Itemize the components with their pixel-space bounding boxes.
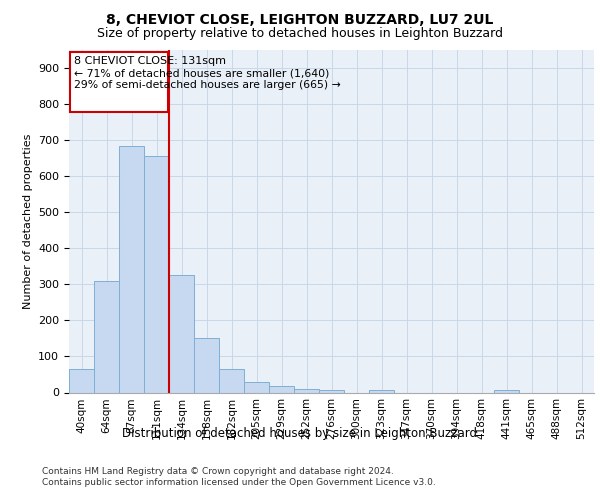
Bar xyxy=(219,369,244,392)
Bar xyxy=(94,280,119,392)
Y-axis label: Number of detached properties: Number of detached properties xyxy=(23,134,32,309)
Bar xyxy=(144,156,169,392)
Bar xyxy=(194,338,219,392)
Text: Distribution of detached houses by size in Leighton Buzzard: Distribution of detached houses by size … xyxy=(122,428,478,440)
Text: Contains HM Land Registry data © Crown copyright and database right 2024.
Contai: Contains HM Land Registry data © Crown c… xyxy=(42,468,436,487)
Bar xyxy=(269,386,294,392)
Bar xyxy=(294,389,319,392)
Text: 29% of semi-detached houses are larger (665) →: 29% of semi-detached houses are larger (… xyxy=(74,80,341,90)
Bar xyxy=(319,390,344,392)
Text: Size of property relative to detached houses in Leighton Buzzard: Size of property relative to detached ho… xyxy=(97,28,503,40)
Bar xyxy=(369,390,394,392)
Text: 8, CHEVIOT CLOSE, LEIGHTON BUZZARD, LU7 2UL: 8, CHEVIOT CLOSE, LEIGHTON BUZZARD, LU7 … xyxy=(106,12,494,26)
Text: 8 CHEVIOT CLOSE: 131sqm: 8 CHEVIOT CLOSE: 131sqm xyxy=(74,56,226,66)
Bar xyxy=(169,276,194,392)
Bar xyxy=(244,382,269,392)
Bar xyxy=(494,390,519,392)
Bar xyxy=(69,369,94,392)
FancyBboxPatch shape xyxy=(70,52,168,112)
Bar xyxy=(119,146,144,392)
Text: ← 71% of detached houses are smaller (1,640): ← 71% of detached houses are smaller (1,… xyxy=(74,68,329,78)
